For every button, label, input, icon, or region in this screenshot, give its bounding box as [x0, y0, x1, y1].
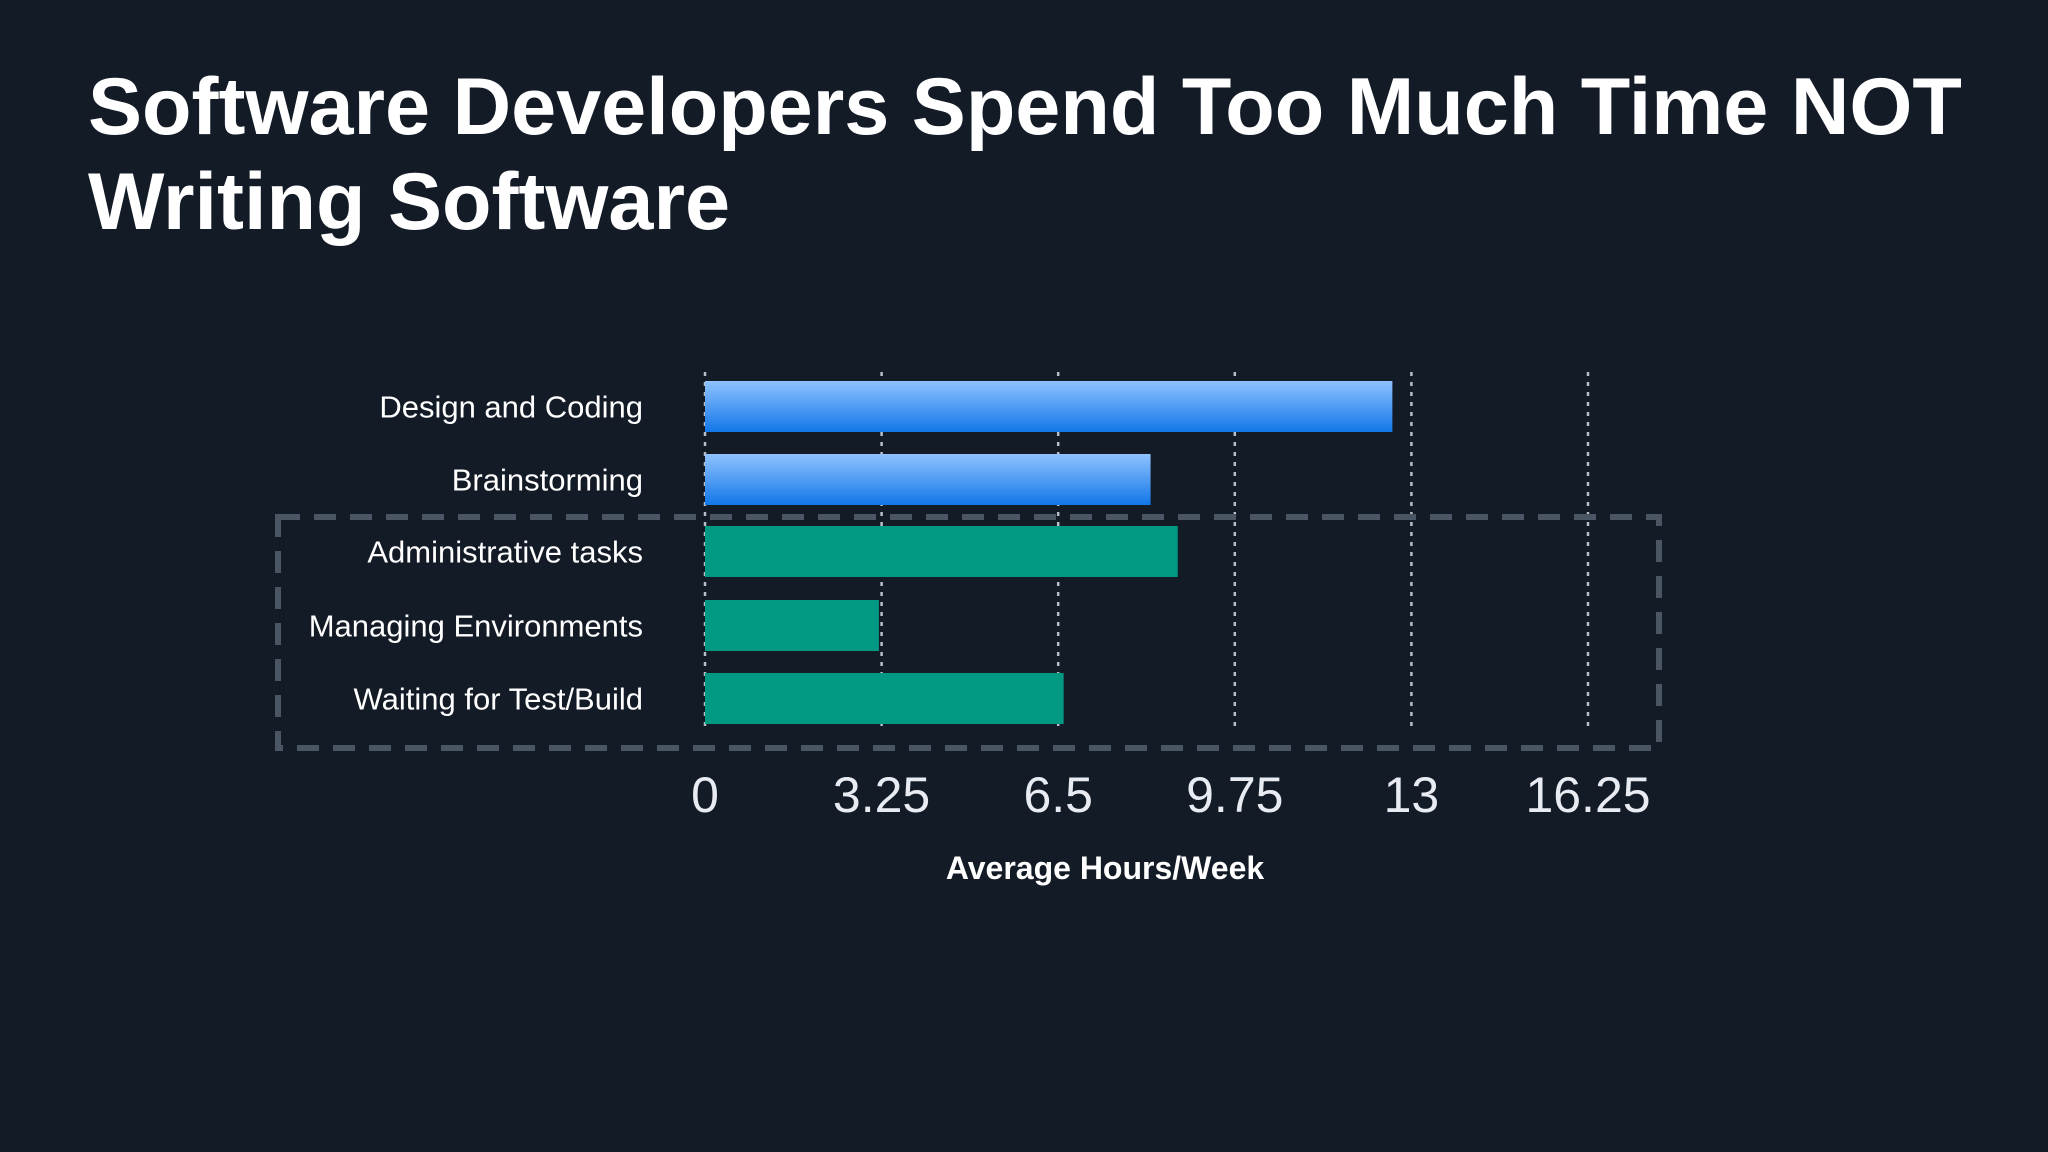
- category-label: Design and Coding: [379, 390, 643, 425]
- bar: [705, 381, 1393, 432]
- x-tick-label: 0: [691, 767, 719, 823]
- x-tick-label: 6.5: [1023, 767, 1093, 823]
- category-label: Waiting for Test/Build: [354, 682, 643, 717]
- x-tick-label: 3.25: [833, 767, 930, 823]
- category-label: Managing Environments: [309, 609, 643, 644]
- x-tick-label: 9.75: [1186, 767, 1283, 823]
- category-label: Brainstorming: [452, 463, 643, 498]
- category-label: Administrative tasks: [367, 535, 643, 570]
- highlight-box-group: [275, 514, 1662, 751]
- slide-title: Software Developers Spend Too Much Time …: [88, 62, 1962, 247]
- bars: [705, 381, 1393, 724]
- category-labels: Design and Coding Brainstorming Administra…: [309, 390, 643, 717]
- x-tick-label: 16.25: [1525, 767, 1650, 823]
- bar: [705, 526, 1178, 577]
- x-axis-label: Average Hours/Week: [946, 850, 1265, 886]
- highlight-box: [275, 514, 1662, 751]
- bar: [705, 600, 879, 651]
- x-tick-labels: 0 3.25 6.5 9.75 13 16.25: [691, 767, 1650, 823]
- bar: [705, 454, 1151, 505]
- bar: [705, 673, 1064, 724]
- x-tick-label: 13: [1384, 767, 1440, 823]
